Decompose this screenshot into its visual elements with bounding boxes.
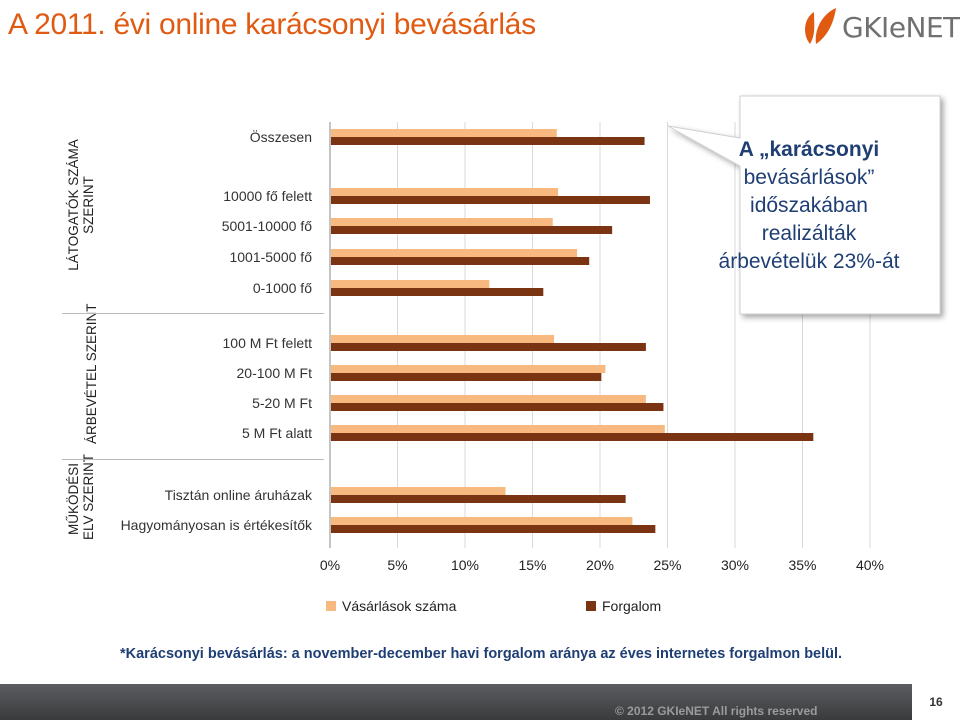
legend-item-purchases: Vásárlások száma xyxy=(326,598,456,614)
callout-line: időszakában xyxy=(750,194,868,217)
x-tick-label: 40% xyxy=(856,557,884,573)
bar-purchases xyxy=(331,365,606,373)
bar-purchases xyxy=(331,487,506,495)
legend-label: Forgalom xyxy=(602,598,662,614)
slide-title: A 2011. évi online karácsonyi bevásárlás xyxy=(8,8,536,41)
bar-turnover xyxy=(331,373,602,381)
group-separator xyxy=(62,459,324,460)
x-tick-label: 25% xyxy=(653,557,681,573)
bar-purchases xyxy=(331,218,553,226)
bar-purchases xyxy=(331,249,578,257)
category-label: 0-1000 fő xyxy=(252,280,312,296)
page-number: 16 xyxy=(912,684,960,720)
bar-purchases xyxy=(331,280,490,288)
category-label: Tisztán online áruházak xyxy=(164,487,312,503)
footer-copyright: © 2012 GKIeNET All rights reserved xyxy=(615,704,818,718)
bar-turnover xyxy=(331,196,650,204)
callout-text: A „karácsonyi bevásárlások” időszakában … xyxy=(680,136,938,276)
category-label: 5-20 M Ft xyxy=(252,395,312,411)
bar-purchases xyxy=(331,395,646,403)
x-tick-label: 15% xyxy=(518,557,546,573)
x-tick-label: 5% xyxy=(387,557,407,573)
bar-turnover xyxy=(331,495,626,503)
legend-label: Vásárlások száma xyxy=(342,598,457,614)
callout-line: árbevételük 23%-át xyxy=(718,250,900,273)
category-label: 20-100 M Ft xyxy=(236,365,312,381)
category-label: Hagyományosan is értékesítők xyxy=(120,517,312,533)
footer-bar: © 2012 GKIeNET All rights reserved 16 xyxy=(0,684,960,720)
bar-purchases xyxy=(331,188,559,196)
bar-turnover xyxy=(331,403,664,411)
leaf-logo-icon xyxy=(805,8,836,44)
category-label: 5001-10000 fő xyxy=(221,218,312,234)
callout-line: realizálták xyxy=(761,222,857,245)
bar-purchases xyxy=(331,335,555,343)
bar-turnover xyxy=(331,226,613,234)
x-tick-label: 0% xyxy=(320,557,340,573)
bar-purchases xyxy=(331,425,665,433)
x-tick-label: 30% xyxy=(721,557,749,573)
x-tick-label: 20% xyxy=(586,557,614,573)
bar-turnover xyxy=(331,433,814,441)
footnote: *Karácsonyi bevásárlás: a november-decem… xyxy=(120,646,843,662)
category-label: 10000 fő felett xyxy=(223,188,312,204)
bar-turnover xyxy=(331,137,645,145)
callout-bubble xyxy=(667,95,941,315)
legend-swatch xyxy=(326,601,336,611)
bar-turnover xyxy=(331,288,544,296)
legend-item-turnover: Forgalom xyxy=(586,598,661,614)
x-tick-label: 35% xyxy=(788,557,816,573)
bar-turnover xyxy=(331,257,590,265)
callout-line: A „karácsonyi xyxy=(738,138,880,161)
category-label: Összesen xyxy=(249,129,312,145)
callout-line: bevásárlások” xyxy=(743,166,875,189)
company-logo: GKIeNET xyxy=(800,4,960,50)
category-label: 100 M Ft felett xyxy=(222,335,312,351)
bar-purchases xyxy=(331,129,557,137)
bar-turnover xyxy=(331,343,646,351)
category-label: 5 M Ft alatt xyxy=(241,425,312,441)
legend-swatch xyxy=(586,601,596,611)
x-tick-label: 10% xyxy=(451,557,479,573)
group-separator xyxy=(62,313,324,314)
bar-purchases xyxy=(331,517,633,525)
bar-turnover xyxy=(331,525,656,533)
logo-text: GKIeNET xyxy=(842,11,960,44)
category-label: 1001-5000 fő xyxy=(229,249,312,265)
